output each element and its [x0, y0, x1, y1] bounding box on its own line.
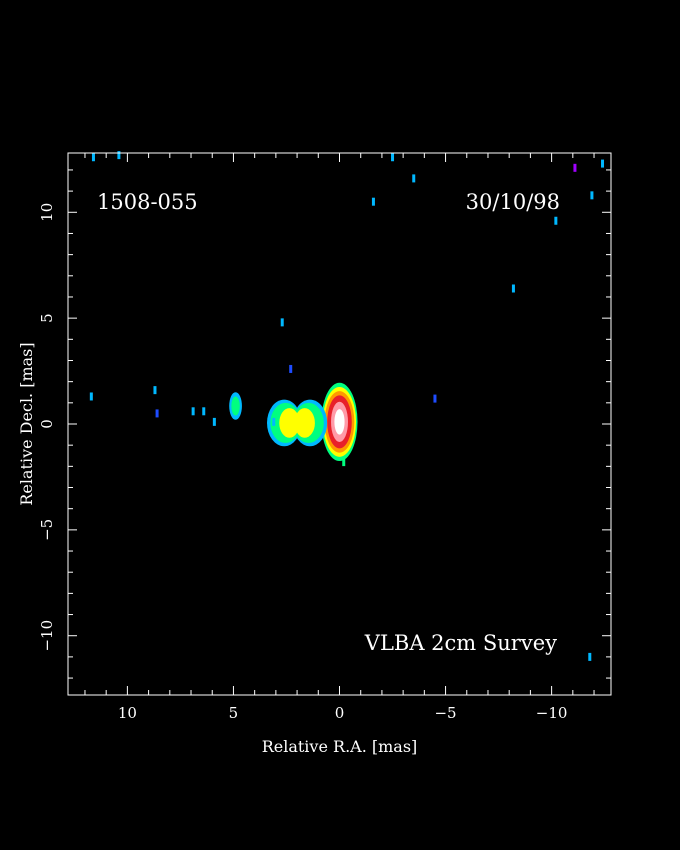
- noise-speck: [272, 417, 276, 426]
- component-jet-knot-2: [229, 392, 242, 420]
- source-name: 1508-055: [97, 190, 198, 214]
- noise-speck: [601, 159, 605, 168]
- noise-speck: [588, 652, 592, 661]
- noise-speck: [433, 394, 437, 403]
- noise-speck: [91, 153, 95, 162]
- x-tick-label: 0: [335, 704, 345, 722]
- noise-speck: [89, 392, 93, 401]
- noise-speck: [289, 364, 293, 373]
- contour-white: [334, 409, 345, 435]
- emission-layer: [89, 151, 605, 661]
- noise-speck: [191, 407, 195, 416]
- noise-speck: [511, 284, 515, 293]
- y-tick-label: 0: [38, 419, 56, 429]
- y-tick-label: 5: [38, 313, 56, 323]
- noise-speck: [573, 163, 577, 172]
- y-tick-label: −5: [38, 519, 56, 541]
- noise-speck: [342, 458, 346, 467]
- survey-label: VLBA 2cm Survey: [364, 631, 557, 655]
- component-jet-knot-1: [267, 399, 328, 447]
- tick-marks: [68, 153, 611, 695]
- noise-speck: [153, 386, 157, 395]
- x-axis-label: Relative R.A. [mas]: [262, 737, 418, 756]
- y-tick-label: 10: [38, 203, 56, 222]
- noise-speck: [590, 191, 594, 200]
- contour-yellow: [294, 408, 315, 438]
- contour-green: [231, 396, 240, 416]
- noise-speck: [280, 318, 284, 327]
- x-tick-label: 10: [118, 704, 137, 722]
- x-tick-label: −5: [434, 704, 456, 722]
- noise-speck: [155, 409, 159, 418]
- y-axis-label: Relative Decl. [mas]: [17, 342, 36, 505]
- noise-speck: [554, 216, 558, 225]
- tick-labels: 10 5 0 −5 −10 10 5 0 −5 −10: [38, 203, 567, 722]
- noise-speck: [202, 407, 206, 416]
- noise-speck: [212, 417, 216, 426]
- noise-speck: [371, 197, 375, 206]
- noise-speck: [391, 153, 395, 162]
- x-tick-label: 5: [229, 704, 239, 722]
- noise-speck: [412, 174, 416, 183]
- component-core: [321, 382, 358, 462]
- epoch-date: 30/10/98: [466, 190, 560, 214]
- y-tick-label: −10: [38, 620, 56, 652]
- x-tick-label: −10: [536, 704, 568, 722]
- contour-yellow: [279, 408, 300, 438]
- noise-speck: [117, 151, 121, 160]
